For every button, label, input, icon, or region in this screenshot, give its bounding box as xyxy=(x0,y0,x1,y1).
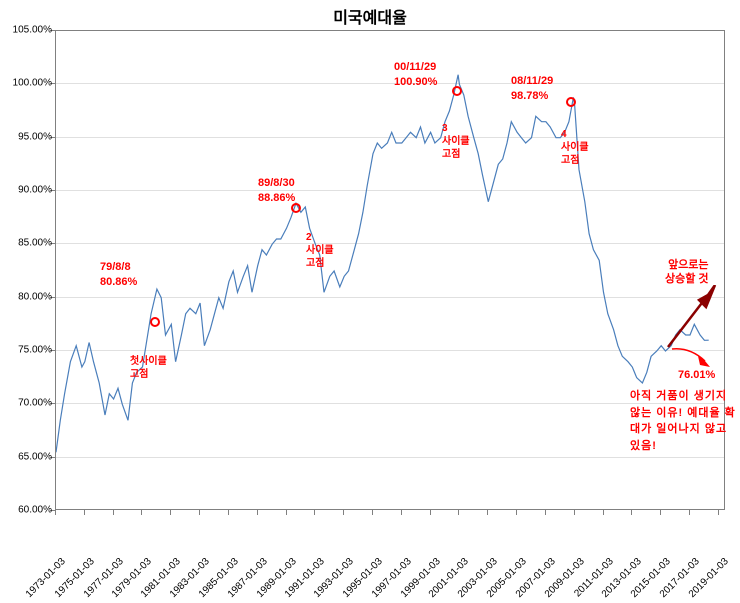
peak-marker-4 xyxy=(566,97,576,107)
peak1-date: 79/8/8 xyxy=(100,260,131,274)
peak3-date: 00/11/29 xyxy=(394,60,436,74)
y-tick-label: 60.00% xyxy=(18,505,52,516)
future-text: 앞으로는상승할 것 xyxy=(665,258,709,287)
peak4-label: 4사이클고점 xyxy=(561,128,589,167)
peak3-label: 3사이클고점 xyxy=(442,122,470,161)
peak2-label: 2사이클고점 xyxy=(306,231,334,270)
reason-text: 아직 거품이 생기지 않는 이유! 예대율 확대가 일어나지 않고 있음! xyxy=(630,388,740,454)
y-tick-label: 105.00% xyxy=(13,25,52,36)
peak1-label: 첫사이클고점 xyxy=(130,355,167,381)
line-series xyxy=(56,75,709,453)
chart-title: 미국예대율 xyxy=(333,4,407,28)
y-tick-label: 70.00% xyxy=(18,398,52,409)
y-tick-label: 90.00% xyxy=(18,185,52,196)
y-tick-label: 75.00% xyxy=(18,345,52,356)
peak1-value: 80.86% xyxy=(100,275,137,289)
y-tick-label: 65.00% xyxy=(18,451,52,462)
y-tick-label: 95.00% xyxy=(18,131,52,142)
y-tick-label: 80.00% xyxy=(18,291,52,302)
current-value: 76.01% xyxy=(678,368,715,382)
peak3-value: 100.90% xyxy=(394,75,437,89)
plot-area xyxy=(55,30,725,510)
peak4-date: 08/11/29 xyxy=(511,74,553,88)
peak2-date: 89/8/30 xyxy=(258,176,295,190)
peak4-value: 98.78% xyxy=(511,89,548,103)
curve-arrow xyxy=(670,345,720,370)
peak2-value: 88.86% xyxy=(258,191,295,205)
y-tick-label: 85.00% xyxy=(18,238,52,249)
chart-svg xyxy=(56,31,726,511)
y-tick-label: 100.00% xyxy=(13,78,52,89)
